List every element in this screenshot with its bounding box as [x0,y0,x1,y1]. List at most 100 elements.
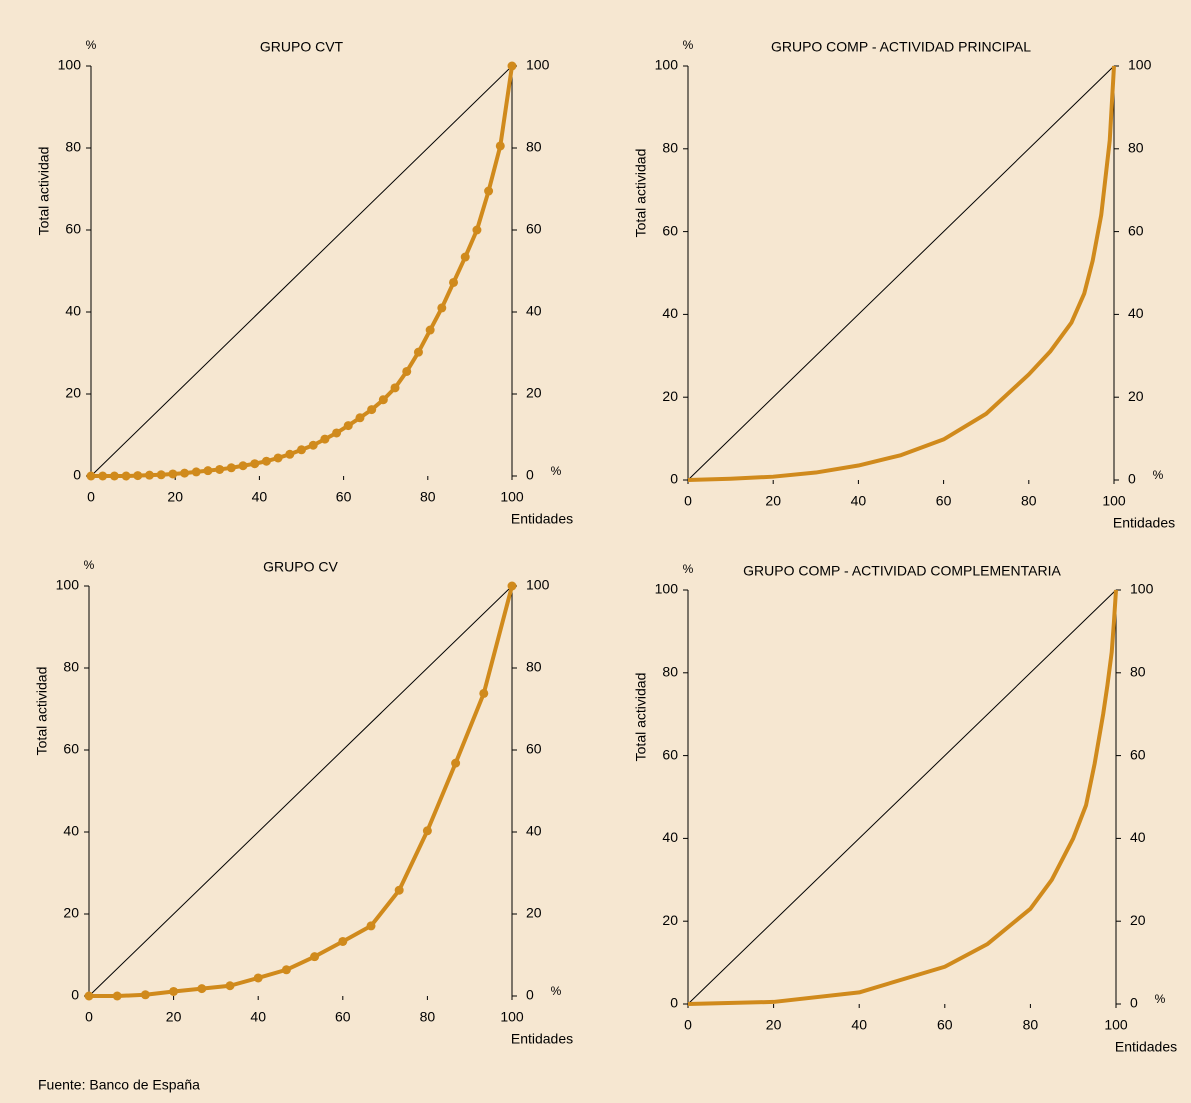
y2-tick-label: 100 [526,57,550,73]
data-point [133,471,143,481]
data-point [422,826,432,836]
data-point [121,471,131,481]
y-tick-label: 0 [73,467,81,483]
y-tick-label: 20 [662,912,678,928]
data-point [451,758,461,768]
x-tick-label: 80 [1023,1017,1039,1033]
y2-tick-label: 80 [1130,664,1146,680]
data-point [225,981,235,991]
equality-line [88,585,513,997]
y-tick-label: 60 [63,741,79,757]
y-tick-label: 80 [63,659,79,675]
x-tick-label: 100 [1104,1017,1128,1033]
x-tick-label: 20 [167,489,183,505]
chart-title: GRUPO CV [263,559,338,575]
y2-tick-label: 20 [1130,912,1146,928]
y-tick-label: 40 [662,305,678,321]
y-tick-label: 100 [655,57,679,73]
data-point [297,445,306,455]
data-point [355,413,365,423]
data-point [281,965,291,975]
x-tick-label: 20 [766,1017,782,1033]
y-tick-label: 60 [662,222,678,238]
x-tick-label: 100 [1102,493,1126,509]
y2-tick-label: 40 [526,303,542,319]
x-unit: % [1153,468,1164,482]
y-axis-label: Total actividad [34,667,50,756]
y2-tick-label: 60 [1128,222,1144,238]
y-tick-label: 0 [71,987,79,1003]
x-tick-label: 80 [1021,493,1037,509]
y-tick-label: 60 [65,221,81,237]
y-unit: % [683,562,694,576]
x-tick-label: 60 [937,1017,953,1033]
data-point [507,581,517,591]
chart-title: GRUPO CVT [260,39,344,55]
data-point [250,459,260,469]
y-unit: % [84,558,95,572]
x-unit: % [551,984,562,998]
x-tick-label: 20 [765,493,781,509]
y-unit: % [86,38,97,52]
y2-tick-label: 0 [1128,471,1136,487]
data-point [413,347,423,357]
data-point [203,466,213,476]
data-point [261,456,271,466]
y2-tick-label: 20 [1128,388,1144,404]
x-tick-label: 60 [336,489,352,505]
data-point [285,449,295,459]
x-tick-label: 40 [250,1009,266,1025]
lorenz-curve [89,585,514,998]
y2-tick-label: 100 [526,577,550,593]
y2-tick-label: 60 [526,221,542,237]
x-tick-label: 0 [87,489,95,505]
x-tick-label: 0 [85,1009,93,1025]
y-tick-label: 40 [662,829,678,845]
y-tick-label: 80 [65,139,81,155]
data-point [460,252,470,262]
data-point [180,468,190,478]
data-point [437,303,447,313]
data-point [169,986,179,996]
data-point [507,61,517,71]
data-point [156,470,166,480]
x-axis-label: Entidades [511,1031,573,1047]
y2-tick-label: 80 [526,659,542,675]
lorenz-curve [687,65,1116,482]
data-point [367,405,377,415]
y-tick-label: 40 [65,303,81,319]
y2-tick-label: 80 [526,139,542,155]
y2-tick-label: 0 [526,987,534,1003]
x-tick-label: 40 [851,493,867,509]
equality-line [90,65,513,477]
y-unit: % [683,38,694,52]
data-point [449,277,459,287]
y2-tick-label: 0 [526,467,534,483]
x-tick-label: 100 [500,489,524,505]
data-point [366,921,376,931]
y-tick-label: 0 [670,471,678,487]
y-tick-label: 60 [662,746,678,762]
y-axis-label: Total actividad [36,147,52,236]
y-tick-label: 100 [655,581,679,597]
y-tick-label: 20 [65,385,81,401]
data-point [140,990,150,1000]
y-tick-label: 0 [670,995,678,1011]
data-point [273,453,283,463]
y2-tick-label: 60 [526,741,542,757]
equality-line [687,65,1115,481]
x-unit: % [551,464,562,478]
data-point [238,461,248,471]
x-tick-label: 0 [684,1017,692,1033]
y-tick-label: 80 [662,664,678,680]
y-tick-label: 20 [63,905,79,921]
y2-tick-label: 20 [526,905,542,921]
y-axis-label: Total actividad [633,673,649,762]
data-point [343,421,353,431]
x-unit: % [1155,992,1166,1006]
x-tick-label: 60 [335,1009,351,1025]
data-point [168,469,178,479]
x-tick-label: 0 [684,493,692,509]
